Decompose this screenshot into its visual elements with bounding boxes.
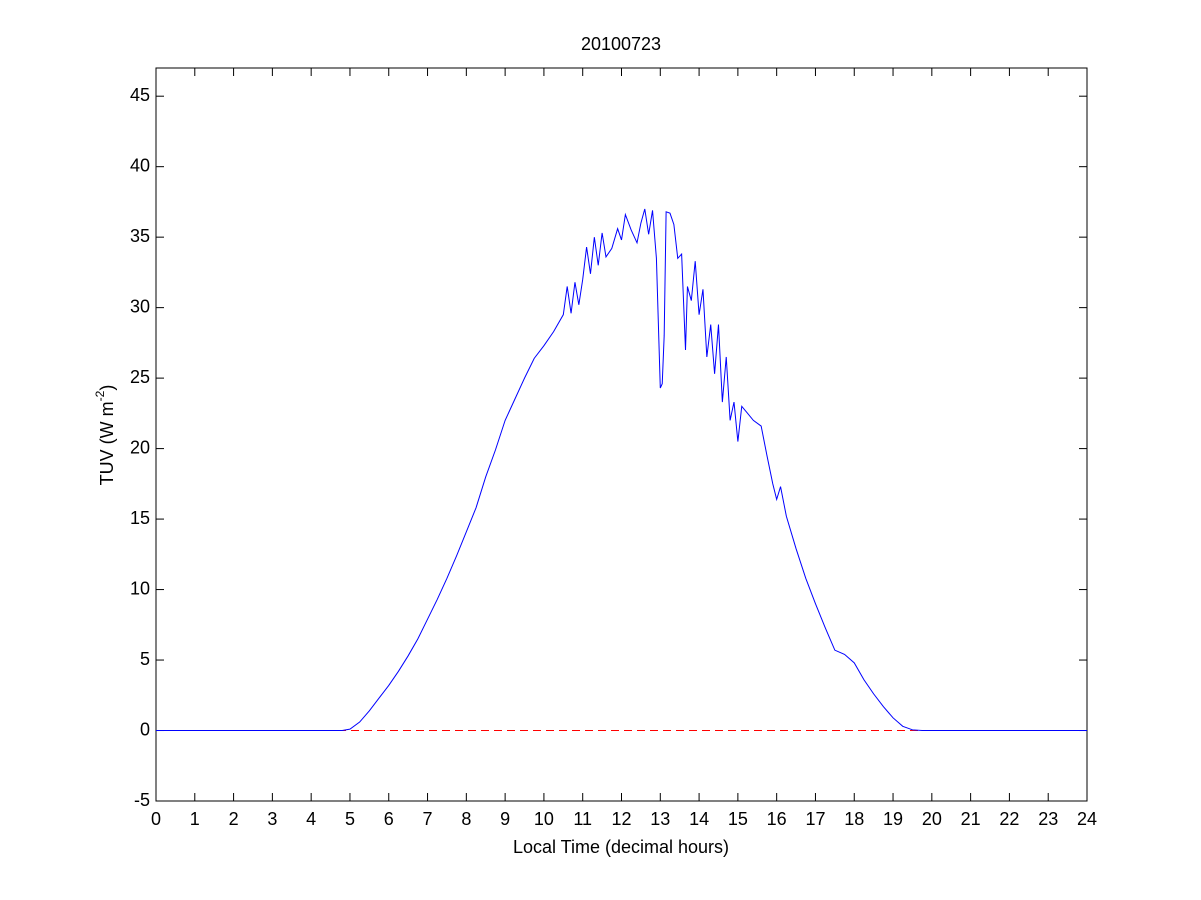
x-tick-label: 9	[500, 809, 510, 829]
x-tick-label: 3	[267, 809, 277, 829]
x-tick-label: 8	[461, 809, 471, 829]
x-tick-label: 24	[1077, 809, 1097, 829]
y-tick-label: 20	[130, 437, 150, 457]
x-tick-label: 16	[767, 809, 787, 829]
x-tick-label: 18	[844, 809, 864, 829]
x-tick-label: 6	[384, 809, 394, 829]
x-tick-label: 14	[689, 809, 709, 829]
x-tick-label: 19	[883, 809, 903, 829]
y-tick-label: 30	[130, 296, 150, 316]
y-tick-label: 15	[130, 508, 150, 528]
y-label-sup: -2	[93, 390, 107, 401]
y-tick-label: 25	[130, 367, 150, 387]
x-tick-label: 20	[922, 809, 942, 829]
x-tick-label: 13	[650, 809, 670, 829]
x-tick-label: 7	[423, 809, 433, 829]
x-tick-label: 4	[306, 809, 316, 829]
y-tick-label: 35	[130, 226, 150, 246]
y-tick-label: -5	[134, 790, 150, 810]
y-tick-label: 0	[140, 719, 150, 739]
data-line	[156, 208, 1087, 732]
chart-title: 20100723	[581, 34, 661, 54]
x-axis-label: Local Time (decimal hours)	[513, 837, 729, 857]
x-tick-label: 2	[229, 809, 239, 829]
y-tick-label: 45	[130, 85, 150, 105]
y-label-text: TUV (W m	[97, 401, 117, 485]
y-label-tail: )	[97, 385, 117, 391]
x-tick-label: 10	[534, 809, 554, 829]
x-tick-label: 1	[190, 809, 200, 829]
y-tick-label: 40	[130, 155, 150, 175]
y-tick-label: 5	[140, 649, 150, 669]
x-tick-label: 21	[961, 809, 981, 829]
x-tick-label: 5	[345, 809, 355, 829]
y-tick-label: 10	[130, 578, 150, 598]
x-tick-label: 22	[999, 809, 1019, 829]
x-tick-label: 15	[728, 809, 748, 829]
x-tick-label: 0	[151, 809, 161, 829]
y-axis-label: TUV (W m-2)	[93, 385, 117, 486]
x-tick-label: 11	[573, 809, 592, 829]
x-tick-label: 17	[805, 809, 825, 829]
plot-box	[155, 67, 1088, 802]
x-tick-label: 23	[1038, 809, 1058, 829]
x-tick-label: 12	[611, 809, 631, 829]
